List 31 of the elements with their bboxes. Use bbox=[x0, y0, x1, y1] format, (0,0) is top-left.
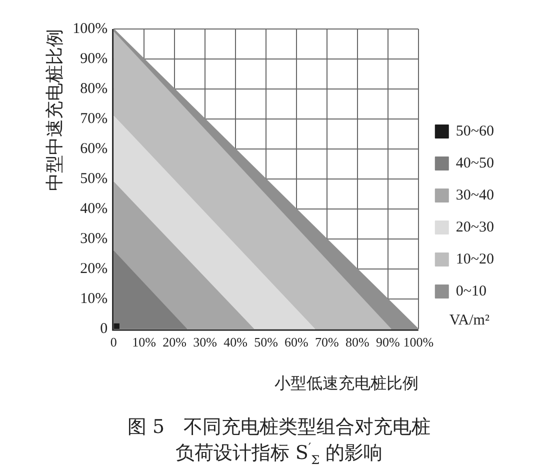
x-axis-title: 小型低速充电桩比例 bbox=[274, 374, 418, 393]
legend-label: 0~10 bbox=[456, 283, 487, 300]
legend-label: 50~60 bbox=[456, 123, 494, 140]
x-tick-label: 70% bbox=[315, 334, 340, 350]
y-tick-label: 90% bbox=[80, 50, 108, 67]
x-tick-label: 80% bbox=[346, 334, 370, 350]
y-tick-label: 100% bbox=[72, 20, 108, 37]
x-tick-label: 20% bbox=[162, 334, 187, 350]
x-tick-label: 40% bbox=[224, 334, 248, 350]
legend-label: 10~20 bbox=[456, 251, 494, 268]
x-tick-label: 50% bbox=[254, 334, 278, 350]
text: 图 5 不同充电桩类型组合对充电桩负荷设计指标 S$^{′}$$_{Σ}$ 的影响 bbox=[126, 415, 432, 467]
legend-title: VA/m² bbox=[449, 312, 490, 328]
y-tick-label: 0 bbox=[100, 321, 108, 338]
legend-label: 30~40 bbox=[456, 187, 494, 204]
y-axis-title: 中型中速充电桩比例 bbox=[44, 29, 65, 191]
x-tick-label: 100% bbox=[403, 334, 434, 350]
y-tick-label: 20% bbox=[80, 261, 108, 278]
y-tick-label: 60% bbox=[80, 141, 108, 158]
legend-label: 20~30 bbox=[456, 219, 494, 236]
y-tick-label: 10% bbox=[80, 291, 108, 308]
x-tick-label: 10% bbox=[132, 334, 156, 350]
legend-label: 40~50 bbox=[456, 155, 494, 172]
y-tick-label: 30% bbox=[80, 231, 108, 248]
x-tick-label: 30% bbox=[193, 334, 218, 350]
x-tick-label: 60% bbox=[284, 334, 309, 350]
x-tick-label: 90% bbox=[376, 334, 400, 350]
y-tick-label: 50% bbox=[80, 171, 108, 188]
y-tick-label: 40% bbox=[80, 201, 108, 218]
y-tick-label: 70% bbox=[80, 110, 108, 127]
y-tick-label: 80% bbox=[80, 80, 108, 97]
